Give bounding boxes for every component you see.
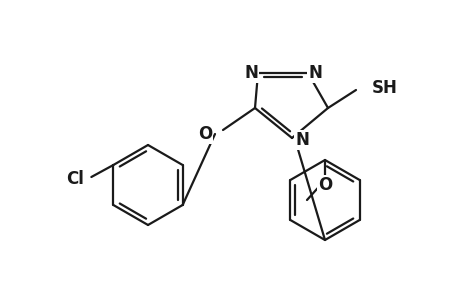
Text: O: O xyxy=(197,125,212,143)
Text: O: O xyxy=(317,176,331,194)
Text: Cl: Cl xyxy=(66,170,84,188)
Text: N: N xyxy=(294,131,308,149)
Text: N: N xyxy=(244,64,257,82)
Text: N: N xyxy=(308,64,321,82)
Text: SH: SH xyxy=(371,79,397,97)
